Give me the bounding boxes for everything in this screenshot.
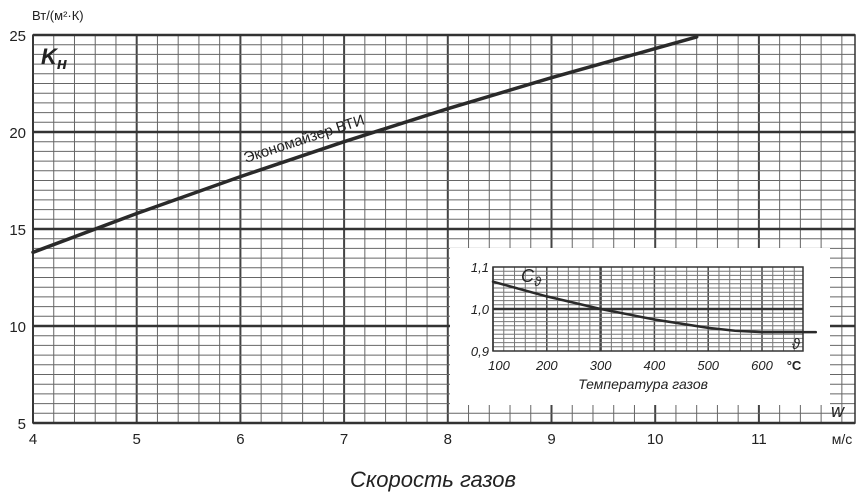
inset-x-unit-label: °C <box>787 358 802 373</box>
y-tick-label: 5 <box>18 416 26 433</box>
main-labels: Вт/(м²·К) Kн w м/с Скорость газов <box>32 8 852 492</box>
inset-y-symbol: Cϑ <box>521 266 542 289</box>
x-tick-label: 4 <box>29 431 37 448</box>
y-tick-label: 20 <box>9 125 26 142</box>
inset-y-tick-label: 1,1 <box>471 260 489 275</box>
x-tick-label: 5 <box>133 431 141 448</box>
inset-x-tick-label: 300 <box>590 358 612 373</box>
inset-x-tick-label: 600 <box>751 358 773 373</box>
inset-x-tick-label: 500 <box>697 358 719 373</box>
inset-x-tick-label: 100 <box>488 358 510 373</box>
y-axis-symbol: Kн <box>41 44 67 73</box>
inset-y-tick-label: 0,9 <box>471 344 489 359</box>
x-tick-label: 6 <box>236 431 244 448</box>
inset-x-tick-label: 400 <box>644 358 666 373</box>
inset-y-tick-label: 1,0 <box>471 302 490 317</box>
y-symbol-main: K <box>41 44 59 69</box>
x-tick-label: 7 <box>340 431 348 448</box>
y-tick-label: 25 <box>9 28 26 45</box>
inset-series-line <box>491 280 818 334</box>
y-symbol-sub: н <box>57 54 67 73</box>
inset-x-axis-title: Температура газов <box>578 376 708 392</box>
y-tick-label: 10 <box>9 319 26 336</box>
inset-frame <box>492 266 804 352</box>
y-tick-label: 15 <box>9 222 26 239</box>
inset-y-symbol-sub: ϑ <box>534 274 542 289</box>
x-tick-label: 11 <box>751 431 767 448</box>
inset-y-symbol-main: C <box>521 266 535 286</box>
inset-x-symbol: ϑ <box>792 336 801 353</box>
inset-x-tick-label: 200 <box>535 358 558 373</box>
x-tick-label: 9 <box>547 431 555 448</box>
x-axis-unit-label: м/с <box>832 431 853 447</box>
x-axis-symbol: w <box>831 401 845 421</box>
inset-background <box>450 248 830 405</box>
series-line-economizer <box>31 35 699 255</box>
x-axis-title: Скорость газов <box>350 467 516 492</box>
y-axis-unit-label: Вт/(м²·К) <box>32 8 84 23</box>
x-tick-label: 8 <box>444 431 452 448</box>
x-tick-label: 10 <box>647 431 664 448</box>
plot-frame <box>32 34 856 424</box>
